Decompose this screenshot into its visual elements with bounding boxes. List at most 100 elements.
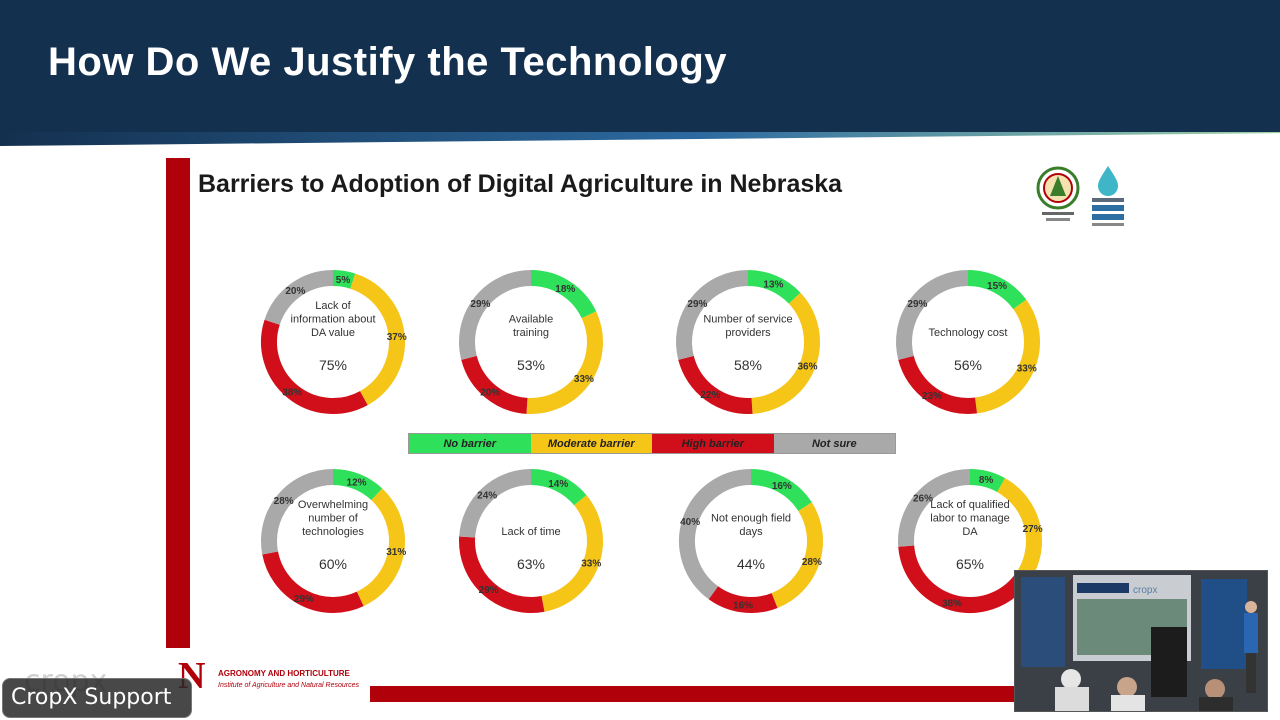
donut-summary-value: 65% <box>956 556 984 572</box>
segment-label: 22% <box>700 390 720 401</box>
donut-segment-no-barrier <box>530 469 587 506</box>
donut-lack-of-qualified-labor-to-manage-da: 8% 27% 38% 26%Lack of qualified labor to man… <box>898 469 1043 613</box>
donut-label: Lack of qualified <box>930 499 1010 511</box>
segment-label: 20% <box>285 286 305 297</box>
donut-segment-no-barrier <box>747 270 801 304</box>
segment-label: 33% <box>1017 363 1037 374</box>
segment-label: 27% <box>1023 524 1043 535</box>
slide-accent-bar-horizontal <box>370 686 1020 702</box>
segment-label: 37% <box>387 332 407 343</box>
segment-label: 20% <box>480 387 500 398</box>
segment-label: 38% <box>942 598 962 609</box>
donut-segment-high-barrier <box>459 536 545 613</box>
donut-label: Lack of time <box>501 526 560 538</box>
segment-label: 33% <box>574 374 594 385</box>
speaker-video-thumbnail[interactable]: cropx <box>1014 570 1268 712</box>
donut-label: Lack of <box>315 300 351 312</box>
header-bar: How Do We Justify the Technology <box>0 0 1280 132</box>
donut-segment-high-barrier <box>898 355 978 414</box>
segment-label: 24% <box>477 490 497 501</box>
legend-item-high-barrier: High barrier <box>652 434 774 453</box>
donut-segment-not-sure <box>676 270 749 360</box>
segment-label: 28% <box>274 496 294 507</box>
segment-label: 29% <box>907 299 927 310</box>
donut-segment-not-sure <box>264 270 334 325</box>
legend-item-not-sure: Not sure <box>773 434 895 453</box>
donut-segment-not-sure <box>459 469 532 538</box>
segment-label: 29% <box>470 299 490 310</box>
segment-label: 15% <box>987 281 1007 292</box>
participant-name-badge: CropX Support <box>2 678 192 718</box>
donut-summary-value: 60% <box>319 556 347 572</box>
donut-segment-high-barrier <box>898 545 1028 613</box>
segment-label: 29% <box>687 299 707 310</box>
legend-item-moderate-barrier: Moderate barrier <box>530 434 652 453</box>
donut-segment-no-barrier <box>530 270 597 319</box>
segment-label: 5% <box>336 275 351 286</box>
footer-department: AGRONOMY AND HORTICULTURE <box>218 669 350 678</box>
donut-label: number of <box>308 513 358 525</box>
segment-label: 29% <box>479 585 499 596</box>
donut-label: days <box>739 526 763 538</box>
donut-segment-moderate-barrier <box>541 495 603 612</box>
donut-summary-value: 53% <box>517 357 545 373</box>
donut-label: DA <box>962 526 978 538</box>
footer-institute: Institute of Agriculture and Natural Res… <box>218 682 359 689</box>
segment-label: 12% <box>347 477 367 488</box>
donut-summary-value: 58% <box>734 357 762 373</box>
donut-segment-not-sure <box>898 469 971 547</box>
donut-segment-no-barrier <box>332 270 356 289</box>
donut-segment-moderate-barrier <box>771 502 823 608</box>
donut-summary-value: 56% <box>954 357 982 373</box>
segment-label: 13% <box>763 279 783 290</box>
segment-label: 14% <box>548 479 568 490</box>
donut-segment-not-sure <box>261 469 334 555</box>
donut-segment-not-sure <box>459 270 532 360</box>
donut-segment-high-barrier <box>262 551 364 613</box>
donut-label: labor to manage <box>930 513 1010 525</box>
donut-segment-moderate-barrier <box>356 488 405 607</box>
donut-summary-value: 63% <box>517 556 545 572</box>
donut-segment-moderate-barrier <box>974 299 1040 414</box>
donut-label: technologies <box>302 526 364 538</box>
screen-brand-text: cropx <box>1133 585 1157 596</box>
segment-label: 23% <box>922 391 942 402</box>
donut-segment-moderate-barrier <box>996 478 1042 585</box>
donut-segment-no-barrier <box>750 469 812 512</box>
donut-segment-high-barrier <box>678 355 753 414</box>
video-frame: cropx <box>1015 571 1267 711</box>
donut-segment-high-barrier <box>461 355 528 414</box>
donut-segment-not-sure <box>679 469 752 600</box>
nebraska-digital-agriculture-logo <box>1036 166 1080 221</box>
segment-label: 31% <box>386 547 406 558</box>
donut-segment-high-barrier <box>261 319 368 414</box>
segment-label: 40% <box>680 517 700 528</box>
slide-title: Barriers to Adoption of Digital Agricult… <box>198 170 843 198</box>
donut-segment-high-barrier <box>708 586 778 613</box>
participant-name: CropX Support <box>11 685 172 710</box>
donut-label: Overwhelming <box>298 499 368 511</box>
donut-label: Available <box>509 314 553 326</box>
donut-segment-moderate-barrier <box>350 273 405 406</box>
donut-segment-not-sure <box>896 270 969 360</box>
donut-technology-cost: 15% 33% 23% 29% Technology cost 56% <box>896 270 1040 414</box>
segment-label: 16% <box>733 600 753 611</box>
donut-segment-moderate-barrier <box>751 292 820 414</box>
segment-label: 28% <box>802 557 822 568</box>
donut-summary-value: 44% <box>737 556 765 572</box>
donut-label: information about <box>291 314 376 326</box>
donut-segment-moderate-barrier <box>526 311 603 414</box>
segment-label: 26% <box>913 494 933 505</box>
donut-label: DA value <box>311 327 355 339</box>
water-for-food-logo <box>1092 166 1124 226</box>
segment-label: 33% <box>581 559 601 570</box>
segment-label: 16% <box>772 481 792 492</box>
donut-label: Technology cost <box>929 327 1008 339</box>
donut-overwhelming-number-of-technologies: 12% 31% 29% 28% Overwhelming number oftechnol… <box>261 469 406 613</box>
donut-segment-no-barrier <box>969 469 1006 493</box>
page-title: How Do We Justify the Technology <box>48 40 728 84</box>
